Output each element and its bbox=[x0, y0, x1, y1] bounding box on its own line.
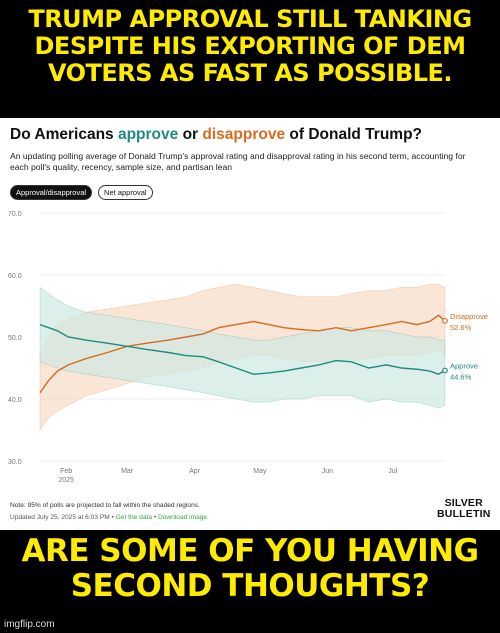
logo-line: BULLETIN bbox=[437, 507, 491, 520]
updated-timestamp: Updated July 25, 2025 at 6:03 PM bbox=[10, 514, 110, 521]
y-tick-label: 60.0 bbox=[8, 273, 22, 280]
imgflip-watermark: imgflip.com bbox=[4, 619, 55, 630]
x-tick-label: Feb 2025 bbox=[58, 468, 74, 484]
title-approve-word: approve bbox=[117, 126, 179, 143]
chart-subtitle: An updating polling average of Donald Tr… bbox=[10, 151, 466, 172]
logo-line: SILVER bbox=[444, 497, 483, 509]
separator: • bbox=[152, 514, 158, 521]
x-tick-label: Jul bbox=[388, 468, 397, 475]
chart-footnote: Note: 95% of polls are projected to fall… bbox=[10, 502, 200, 509]
title-suffix: of Donald Trump? bbox=[285, 126, 423, 143]
disapprove-end-value: 52.6% bbox=[450, 323, 472, 332]
disapprove-line bbox=[39, 314, 446, 394]
y-tick-label: 50.0 bbox=[8, 335, 22, 342]
title-or: or bbox=[178, 126, 203, 143]
x-tick-label: Jun bbox=[322, 468, 333, 475]
meme-bottom-line: Are some of you having bbox=[21, 533, 479, 569]
toggle-approval-disapproval[interactable]: Approval/disapproval bbox=[10, 185, 93, 200]
updated-line: Updated July 25, 2025 at 6:03 PM • Get t… bbox=[10, 514, 207, 521]
separator: • bbox=[109, 514, 116, 521]
x-tick-label: Mar bbox=[121, 468, 134, 475]
y-tick-label: 40.0 bbox=[8, 397, 22, 404]
chart-title: Do Americans approve or disapprove of Do… bbox=[10, 126, 422, 144]
approve-series-label: Approve bbox=[450, 361, 478, 370]
silver-bulletin-logo: SILVER BULLETIN bbox=[437, 498, 491, 519]
download-image-link[interactable]: Download image bbox=[157, 514, 208, 521]
y-tick-label: 70.0 bbox=[8, 211, 22, 218]
meme-bottom-line: second thoughts? bbox=[70, 568, 430, 604]
disapprove-end-marker bbox=[442, 317, 448, 324]
approve-end-value: 44.6% bbox=[450, 372, 472, 381]
approve-line bbox=[39, 323, 446, 375]
disapprove-series-label: Disapprove bbox=[450, 312, 488, 321]
approval-chart: 30.0 40.0 50.0 60.0 70.0 Feb 2025 Mar Apr May Jun J… bbox=[8, 211, 488, 484]
approve-end-marker bbox=[442, 367, 448, 374]
chart-card: Do Americans approve or disapprove of Do… bbox=[0, 118, 500, 530]
x-tick-label: Apr bbox=[189, 468, 201, 475]
approve-confidence-band bbox=[39, 286, 446, 409]
x-tick-label: May bbox=[253, 468, 267, 475]
title-prefix: Do Americans bbox=[10, 126, 118, 143]
meme-top-line: despite his exporting of dem bbox=[34, 32, 466, 60]
view-toggle-group: Approval/disapproval Net approval bbox=[10, 185, 153, 200]
get-data-link[interactable]: Get the data bbox=[115, 514, 152, 521]
meme-bottom-caption: Are some of you having second thoughts? bbox=[0, 534, 500, 604]
meme-top-caption: Trump approval still tanking despite his… bbox=[0, 6, 500, 87]
meme-top-line: Trump approval still tanking bbox=[28, 5, 472, 33]
y-tick-label: 30.0 bbox=[8, 459, 22, 466]
meme-top-line: voters as fast as possible. bbox=[47, 59, 453, 87]
toggle-net-approval[interactable]: Net approval bbox=[98, 185, 153, 200]
title-disapprove-word: disapprove bbox=[202, 126, 286, 143]
